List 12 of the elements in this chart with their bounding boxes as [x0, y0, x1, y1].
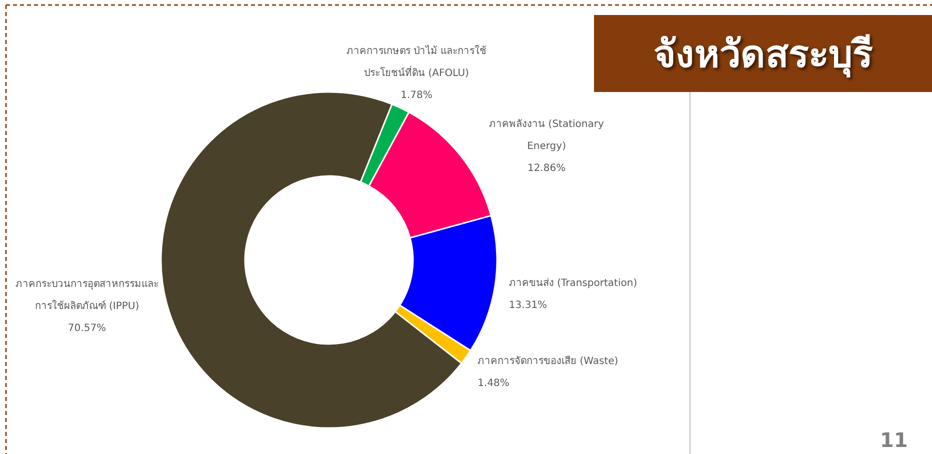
slice-label: ภาคพลังงาน (Stationary Energy)	[488, 118, 605, 154]
data-label: 70.57%	[66, 322, 108, 336]
slice-label: ภาคขนส่ง (Transportation)	[508, 277, 638, 292]
data-label: 13.31%	[508, 299, 548, 314]
data-label: 1.48%	[478, 377, 510, 392]
text: จังหวัดสระบุรี	[594, 15, 932, 92]
text: 11	[880, 428, 908, 452]
data-label: 12.86%	[526, 162, 567, 176]
slice-label: ภาคกระบวนการอุตสาหกรรมและการใช้ผลิตภัณฑ์ (IPPU)	[14, 278, 160, 314]
data-label: 1.78%	[400, 89, 434, 104]
slice-label: ภาคการเกษตร ป่าไม้ และการใช้ประโยชน์ที่ดิน (AFOLU)	[345, 44, 488, 82]
slice-label: ภาคการจัดการของเสีย (Waste)	[478, 354, 620, 370]
